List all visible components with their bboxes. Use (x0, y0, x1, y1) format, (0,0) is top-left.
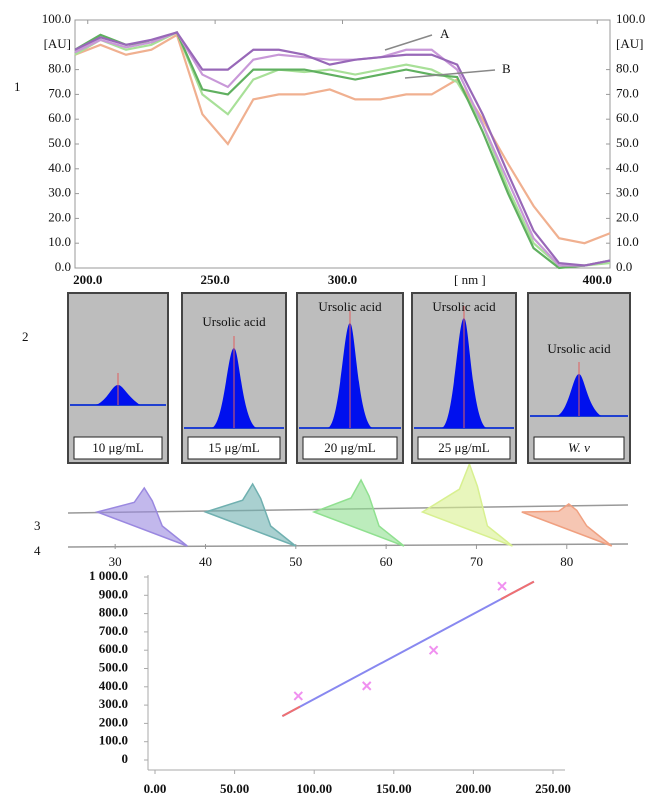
y2-tick-label: 50.0 (616, 135, 639, 150)
y-tick-label: 60.0 (48, 110, 71, 125)
peak (206, 484, 296, 546)
y2-tick-label: 10.0 (616, 234, 639, 249)
page: {"panel_labels": ["1", "2", "3", "4"], "… (0, 0, 652, 808)
y-tick-label: 700.0 (99, 623, 128, 638)
y-tick-label: 30.0 (48, 185, 71, 200)
data-point (363, 682, 371, 690)
y2-tick-label: 40.0 (616, 160, 639, 175)
x-tick-label: 50 (289, 554, 302, 569)
annotation: A (440, 26, 450, 41)
panel-label: 4 (34, 543, 41, 558)
fit-line-end (501, 582, 534, 599)
concentration-label: W. v (568, 440, 590, 455)
y-tick-label: 300.0 (99, 696, 128, 711)
y-tick-label: 0.0 (55, 259, 71, 274)
y-tick-label: 900.0 (99, 586, 128, 601)
spectrum-line (75, 32, 610, 265)
data-point (498, 582, 506, 590)
y-axis-label: [AU] (44, 36, 71, 51)
x-tick-label: 60 (380, 554, 393, 569)
y-tick-label: 1 000.0 (89, 568, 128, 583)
x-tick-label: 400.0 (583, 272, 612, 287)
y-tick-label: 100.0 (42, 11, 71, 26)
concentration-label: 15 μg/mL (208, 440, 259, 455)
y-tick-label: 50.0 (48, 135, 71, 150)
figure: 1 2 3 4 100.0 100.0 80.0 80.0 70.0 70.0 60.0 60.0 50… (0, 0, 652, 808)
leader (385, 35, 432, 50)
peak (422, 464, 512, 546)
y-tick-label: 20.0 (48, 209, 71, 224)
peak-label: Ursolic acid (547, 341, 611, 356)
spectrum-line (75, 35, 610, 243)
peak-label: Ursolic acid (318, 299, 382, 314)
fit-line-end (282, 707, 300, 716)
x-tick-label: 250.0 (200, 272, 229, 287)
y-tick-label: 800.0 (99, 605, 128, 620)
y-tick-label: 100.0 (99, 733, 128, 748)
y-tick-label: 400.0 (99, 678, 128, 693)
x-tick-label: 150.00 (376, 781, 412, 796)
y2-tick-label: 80.0 (616, 61, 639, 76)
x-tick-label: 250.00 (535, 781, 571, 796)
x-tick-label: 70 (470, 554, 483, 569)
y2-tick-label: 70.0 (616, 85, 639, 100)
y2-axis-label: [AU] (616, 36, 643, 51)
peak (314, 480, 404, 546)
y2-tick-label: 20.0 (616, 209, 639, 224)
y2-tick-label: 60.0 (616, 110, 639, 125)
y2-tick-label: 30.0 (616, 185, 639, 200)
panel-label: 2 (22, 329, 29, 344)
data-point (430, 646, 438, 654)
x-tick-label: 0.00 (144, 781, 167, 796)
y2-tick-label: 0.0 (616, 259, 632, 274)
y-tick-label: 70.0 (48, 85, 71, 100)
concentration-label: 20 μg/mL (324, 440, 375, 455)
peak-label: Ursolic acid (202, 314, 266, 329)
concentration-label: 25 μg/mL (438, 440, 489, 455)
y-tick-label: 500.0 (99, 659, 128, 674)
concentration-label: 10 μg/mL (92, 440, 143, 455)
y-tick-label: 200.0 (99, 714, 128, 729)
y2-tick-label: 100.0 (616, 11, 645, 26)
x-tick-label: 100.00 (296, 781, 332, 796)
peak-label: Ursolic acid (432, 299, 496, 314)
y-tick-label: 80.0 (48, 61, 71, 76)
panel-label: 1 (14, 79, 21, 94)
fit-line (282, 582, 534, 717)
x-axis-label: [ nm ] (454, 272, 486, 287)
y-tick-label: 40.0 (48, 160, 71, 175)
peak (97, 488, 187, 546)
annotation: B (502, 61, 511, 76)
x-tick-label: 200.00 (456, 781, 492, 796)
x-tick-label: 300.0 (328, 272, 357, 287)
x-tick-label: 30 (109, 554, 122, 569)
peak (522, 504, 612, 546)
x-tick-label: 40 (199, 554, 212, 569)
y-tick-label: 10.0 (48, 234, 71, 249)
data-point (294, 692, 302, 700)
x-tick-label: 200.0 (73, 272, 102, 287)
panel-label: 3 (34, 518, 41, 533)
y-tick-label: 0 (122, 751, 129, 766)
y-tick-label: 600.0 (99, 641, 128, 656)
x-tick-label: 80 (560, 554, 573, 569)
axis-line (68, 544, 628, 547)
x-tick-label: 50.00 (220, 781, 249, 796)
